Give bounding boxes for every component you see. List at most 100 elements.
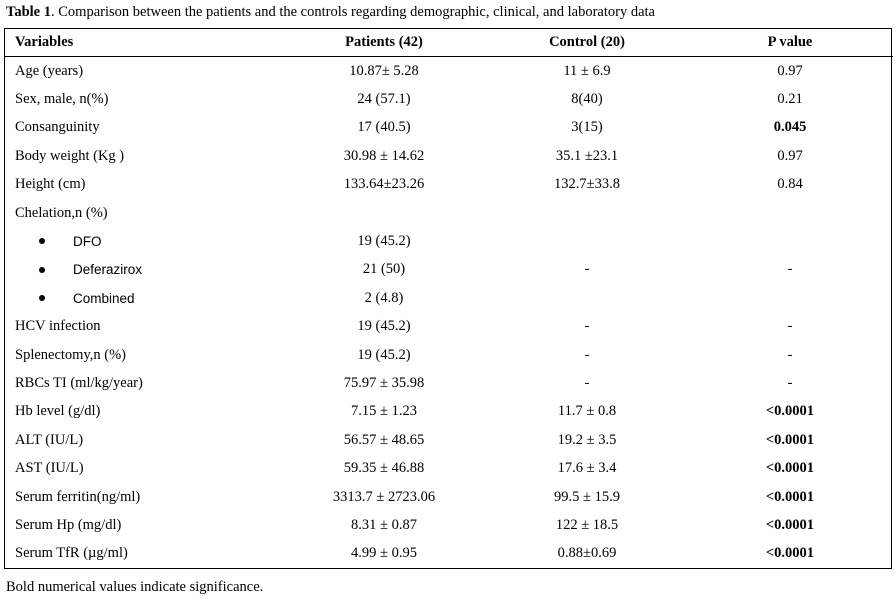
cell-control: - (584, 261, 590, 278)
cell-patients (281, 199, 487, 227)
table-row: ALT (IU/L) 56.57 ± 48.65 19.2 ± 3.5 <0.0001 (5, 426, 893, 454)
cell-variable: RBCs TI (ml/kg/year) (15, 374, 143, 391)
cell-p-value (687, 284, 893, 312)
bullet-icon (39, 238, 45, 245)
cell-patients: 59.35 ± 46.88 (343, 460, 425, 477)
table-row: Sex, male, n(%) 24 (57.1) 8(40) 0.21 (5, 85, 893, 113)
cell-control: - (584, 374, 590, 391)
cell-control: 3(15) (571, 119, 603, 136)
table-row: Serum ferritin(ng/ml) 3313.7 ± 2723.06 99.… (5, 483, 893, 511)
cell-p-value: 0.84 (777, 176, 803, 193)
cell-patients: 10.87± 5.28 (349, 62, 419, 79)
cell-variable: Body weight (Kg ) (15, 147, 125, 164)
footnote: Bold numerical values indicate significa… (6, 579, 264, 595)
cell-control: 132.7±33.8 (554, 176, 620, 193)
table-row: DFO 19 (45.2) (5, 227, 893, 255)
cell-patients: 19 (45.2) (357, 318, 411, 335)
cell-patients: 24 (57.1) (357, 91, 411, 108)
cell-p-value: 0.045 (773, 119, 807, 136)
cell-patients: 8.31 ± 0.87 (351, 516, 417, 533)
cell-control: - (584, 346, 590, 363)
cell-control: 11.7 ± 0.8 (557, 403, 617, 420)
cell-variable: Consanguinity (15, 119, 100, 136)
header-variables: Variables (5, 29, 281, 57)
cell-patients: 56.57 ± 48.65 (343, 431, 425, 448)
table-row: HCV infection 19 (45.2) - - (5, 313, 893, 341)
cell-variable: Sex, male, n(%) (15, 91, 109, 108)
cell-patients: 19 (45.2) (357, 346, 411, 363)
cell-variable: ALT (IU/L) (15, 431, 84, 448)
table-row: Body weight (Kg ) 30.98 ± 14.62 35.1 ±23.1… (5, 142, 893, 170)
cell-control: 19.2 ± 3.5 (557, 431, 617, 448)
cell-p-value: <0.0001 (765, 488, 815, 505)
cell-patients: 4.99 ± 0.95 (351, 545, 417, 562)
cell-variable: Splenectomy,n (%) (15, 346, 127, 363)
cell-variable: Serum ferritin(ng/ml) (15, 488, 141, 505)
cell-control: 0.88±0.69 (557, 545, 617, 562)
cell-variable: Deferazirox (5, 256, 281, 284)
cell-control: - (584, 318, 590, 335)
cell-p-value: - (787, 346, 793, 363)
cell-control: 35.1 ±23.1 (555, 147, 619, 164)
table-row: Chelation,n (%) (5, 199, 893, 227)
cell-control: 8(40) (571, 91, 603, 108)
cell-patients: 21 (50) (362, 261, 406, 278)
cell-p-value: <0.0001 (765, 403, 815, 420)
cell-p-value: <0.0001 (765, 431, 815, 448)
cell-p-value (687, 227, 893, 255)
cell-control: 11 ± 6.9 (563, 62, 611, 79)
table-row: Hb level (g/dl) 7.15 ± 1.23 11.7 ± 0.8 <0.0… (5, 398, 893, 426)
cell-control: 99.5 ± 15.9 (554, 488, 620, 505)
cell-variable: Serum TfR (µg/ml) (15, 545, 128, 562)
cell-p-value: - (787, 318, 793, 335)
cell-variable: AST (IU/L) (15, 460, 84, 477)
table-row: Serum TfR (µg/ml) 4.99 ± 0.95 0.88±0.69 <0.… (5, 540, 893, 568)
cell-patients: 17 (40.5) (357, 119, 411, 136)
data-table-container: Variables Patients (42) Control (20) P v… (4, 28, 893, 570)
cell-control (487, 199, 687, 227)
header-patients: Patients (42) (281, 29, 487, 57)
cell-control (487, 227, 687, 255)
cell-variable: Combined (5, 284, 281, 312)
cell-patients: 3313.7 ± 2723.06 (332, 488, 436, 505)
cell-patients: 30.98 ± 14.62 (343, 147, 425, 164)
cell-p-value: <0.0001 (765, 516, 815, 533)
cell-p-value: 0.97 (777, 147, 803, 164)
cell-patients: 133.64±23.26 (343, 176, 425, 193)
table-row: Consanguinity 17 (40.5) 3(15) 0.045 (5, 114, 893, 142)
table-row: Deferazirox 21 (50) - - (5, 256, 893, 284)
cell-variable-label: DFO (73, 234, 102, 250)
table-caption-text: . Comparison between the patients and th… (51, 4, 655, 20)
cell-p-value: - (787, 374, 793, 391)
table-row: Splenectomy,n (%) 19 (45.2) - - (5, 341, 893, 369)
header-control: Control (20) (487, 29, 687, 57)
cell-p-value: - (787, 261, 793, 278)
cell-patients: 7.15 ± 1.23 (351, 403, 417, 420)
bullet-icon (39, 295, 45, 302)
cell-variable: Chelation,n (%) (15, 204, 108, 221)
table-row: AST (IU/L) 59.35 ± 46.88 17.6 ± 3.4 <0.0001 (5, 454, 893, 482)
cell-control (487, 284, 687, 312)
bullet-icon (39, 266, 45, 273)
cell-variable: Height (cm) (15, 176, 86, 193)
cell-p-value: 0.97 (777, 62, 803, 79)
table-body: Age (years) 10.87± 5.28 11 ± 6.9 0.97 Sex, m… (5, 57, 893, 569)
cell-variable: HCV infection (15, 318, 101, 335)
cell-patients: 19 (45.2) (357, 233, 411, 250)
cell-variable: Age (years) (15, 62, 84, 79)
cell-patients: 2 (4.8) (364, 289, 404, 306)
cell-variable: Hb level (g/dl) (15, 403, 101, 420)
cell-variable-label: Combined (73, 290, 135, 306)
header-row: Variables Patients (42) Control (20) P v… (5, 29, 893, 57)
header-p-value: P value (687, 29, 893, 57)
table-row: Age (years) 10.87± 5.28 11 ± 6.9 0.97 (5, 57, 893, 86)
cell-variable-label: Deferazirox (73, 262, 143, 278)
cell-p-value: <0.0001 (765, 545, 815, 562)
cell-patients: 75.97 ± 35.98 (343, 374, 425, 391)
cell-control: 17.6 ± 3.4 (557, 460, 617, 477)
comparison-table: Variables Patients (42) Control (20) P v… (5, 29, 893, 568)
cell-p-value (687, 199, 893, 227)
table-row: Serum Hp (mg/dl) 8.31 ± 0.87 122 ± 18.5 <0.… (5, 511, 893, 539)
table-row: Combined 2 (4.8) (5, 284, 893, 312)
table-row: Height (cm) 133.64±23.26 132.7±33.8 0.84 (5, 171, 893, 199)
